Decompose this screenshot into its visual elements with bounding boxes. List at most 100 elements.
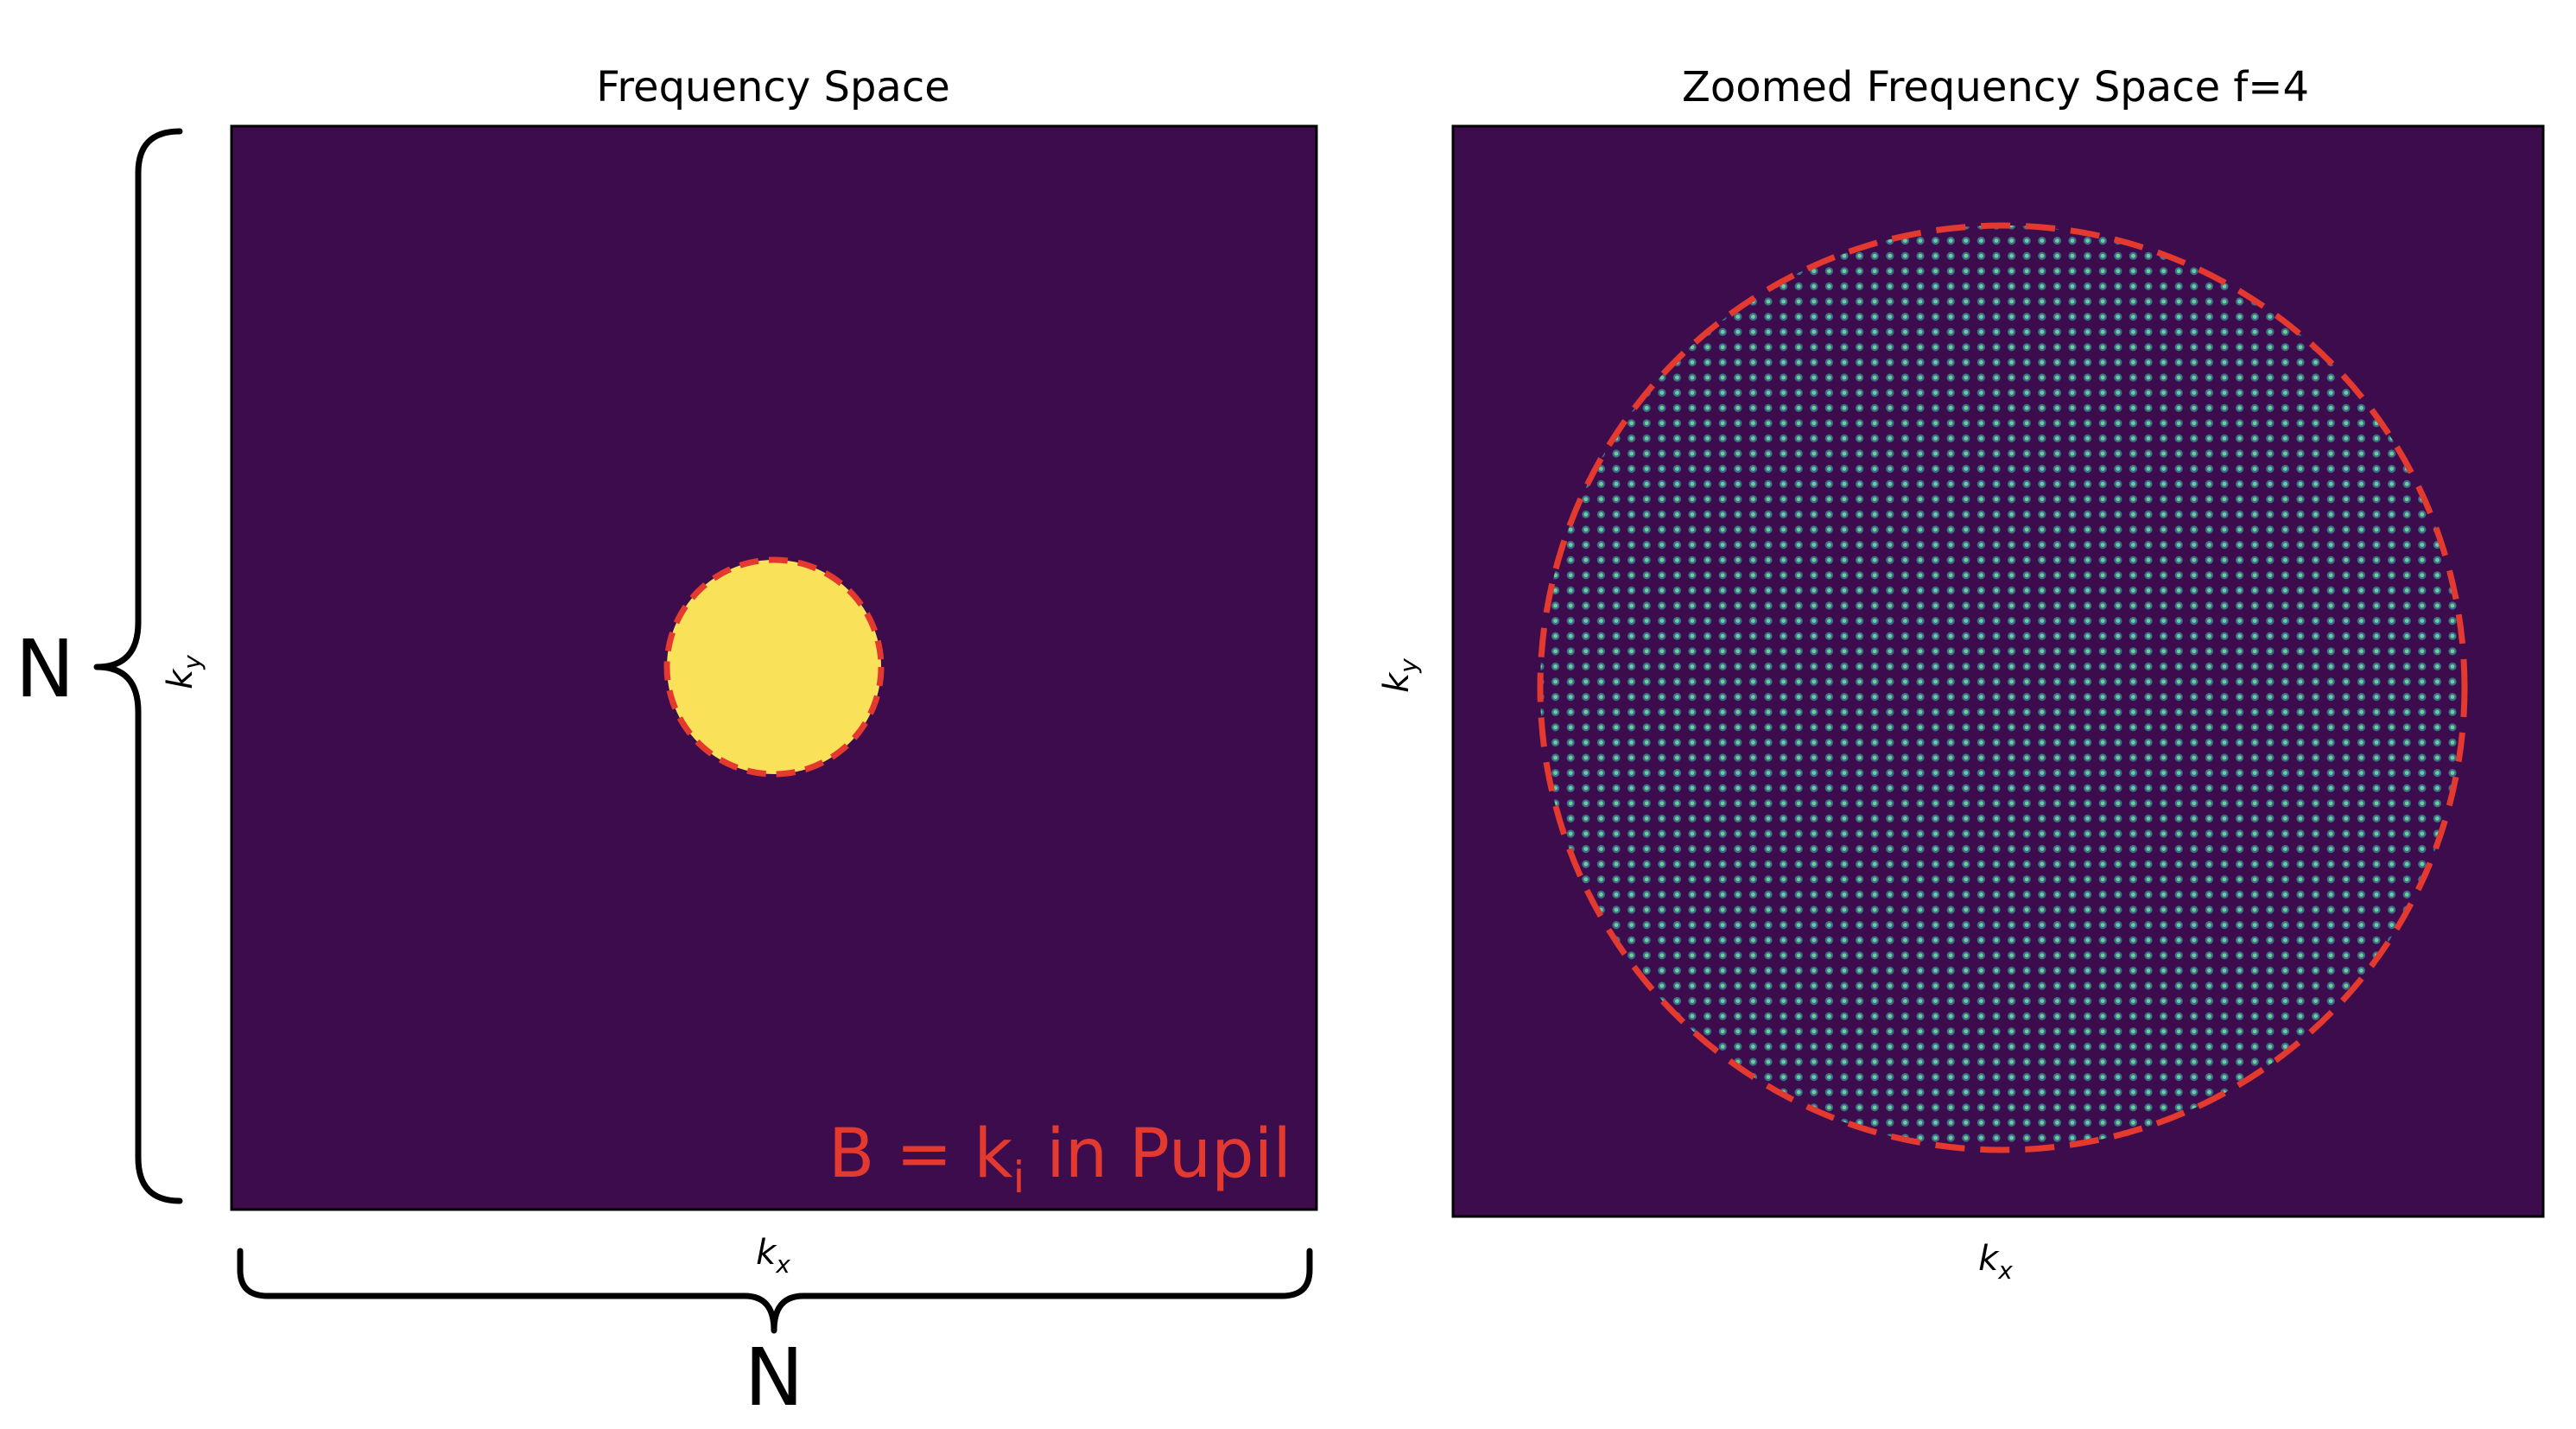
sample-dot [1964,725,1969,730]
sample-dot [1705,497,1710,502]
sample-dot [1979,831,1983,836]
sample-dot [1720,436,1725,441]
sample-dot [1690,740,1695,745]
sample-dot [1705,527,1710,532]
sample-dot [2146,816,2151,821]
sample-dot [2085,345,2091,350]
sample-dot [1705,801,1710,806]
sample-dot [2313,695,2319,699]
sample-dot [1781,375,1786,380]
sample-dot [2146,907,2151,912]
sample-dot [2344,633,2349,638]
sample-dot [2298,709,2303,714]
sample-dot [1948,801,1953,806]
sample-dot [1614,725,1619,730]
sample-dot [2207,436,2211,441]
sample-dot [2040,467,2045,471]
sample-dot [2389,527,2395,532]
sample-dot [2268,937,2273,943]
sample-dot [2055,299,2059,304]
sample-dot [1857,785,1862,791]
sample-dot [1827,923,1831,927]
sample-dot [2176,375,2181,380]
sample-dot [1857,831,1862,836]
sample-dot [2222,877,2227,882]
sample-dot [1735,740,1741,745]
sample-dot [1735,391,1741,395]
sample-dot [1872,421,1877,426]
sample-dot [2146,481,2151,486]
sample-dot [2404,573,2409,578]
sample-dot [1842,937,1847,943]
sample-dot [2420,771,2425,775]
sample-dot [2146,831,2151,836]
pupil-annotation: B = ki in Pupil [828,1115,1291,1203]
sample-dot [1599,573,1603,578]
sample-dot [1964,937,1969,943]
sample-dot [2222,345,2227,350]
sample-dot [1903,345,1907,350]
sample-dot [1827,436,1831,441]
sample-dot [2313,816,2319,821]
sample-dot [2328,497,2333,502]
sample-dot [1705,360,1710,365]
sample-dot [1903,861,1907,867]
sample-dot [1948,436,1953,441]
sample-dot [2328,679,2333,684]
sample-dot [2404,725,2409,730]
sample-dot [2070,588,2075,593]
sample-dot [2009,497,2014,502]
sample-dot [2222,695,2227,699]
sample-dot [2085,847,2091,851]
sample-dot [1872,391,1877,395]
sample-dot [1933,695,1938,699]
sample-dot [2268,527,2273,532]
sample-dot [1964,755,1969,760]
sample-dot [2100,695,2105,699]
sample-dot [1766,923,1771,927]
sample-dot [2207,543,2211,547]
sample-dot [2389,679,2395,684]
sample-dot [2359,633,2363,638]
sample-dot [1827,619,1831,623]
sample-dot [1735,725,1741,730]
sample-dot [1994,421,1999,426]
sample-dot [2055,633,2059,638]
sample-dot [2344,725,2349,730]
sample-dot [1872,512,1877,517]
sample-dot [1766,299,1771,304]
sample-dot [2328,755,2333,760]
sample-dot [1766,907,1771,912]
sample-dot [2100,238,2105,243]
sample-dot [2222,497,2227,502]
sample-dot [2222,360,2227,365]
sample-dot [2374,877,2379,882]
sample-dot [2192,619,2197,623]
sample-dot [2146,253,2151,258]
sample-dot [1690,953,1695,958]
sample-dot [2313,391,2319,395]
sample-dot [2085,436,2091,441]
sample-dot [2222,603,2227,608]
sample-dot [1675,937,1679,943]
sample-dot [1644,892,1649,897]
sample-dot [2344,771,2349,775]
sample-dot [2100,405,2105,410]
sample-dot [1796,892,1801,897]
sample-dot [1720,709,1725,714]
sample-dot [1918,771,1923,775]
sample-dot [2070,238,2075,243]
sample-dot [1614,603,1619,608]
sample-dot [1933,725,1938,730]
sample-dot [1903,238,1907,243]
sample-dot [1933,573,1938,578]
sample-dot [2344,405,2349,410]
sample-dot [1751,740,1755,745]
sample-dot [2055,375,2059,380]
sample-dot [1994,269,1999,274]
sample-dot [1675,740,1679,745]
sample-dot [2192,481,2197,486]
sample-dot [1583,649,1589,654]
sample-dot [2055,847,2059,851]
sample-dot [1781,345,1786,350]
